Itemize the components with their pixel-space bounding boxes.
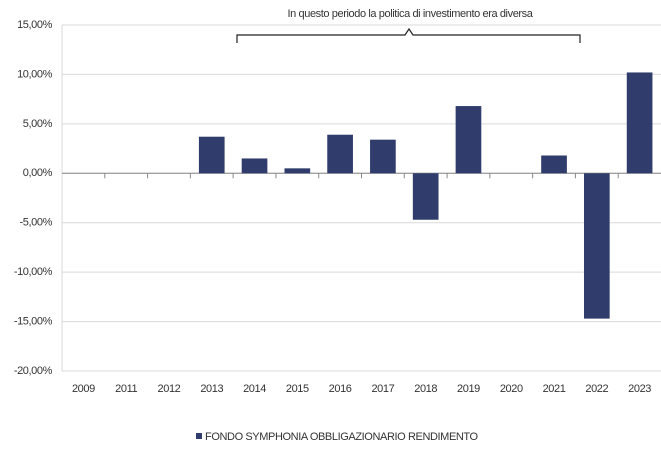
y-tick-label: -10,00% (14, 266, 53, 278)
y-tick-label: -5,00% (20, 217, 53, 229)
bar (455, 106, 482, 174)
x-tick-label: 2020 (500, 383, 523, 395)
y-tick-label: 10,00% (17, 68, 53, 80)
y-tick-label: 15,00% (17, 19, 53, 31)
legend-label: FONDO SYMPHONIA OBBLIGAZIONARIO RENDIMEN… (205, 431, 479, 443)
x-tick-label: 2015 (286, 383, 309, 395)
x-tick-label: 2017 (371, 383, 394, 395)
bar (327, 134, 353, 174)
x-tick-label: 2012 (158, 383, 181, 395)
y-tick-label: 0,00% (23, 167, 53, 179)
x-tick-label: 2014 (243, 383, 266, 395)
y-tick-label: -20,00% (14, 365, 53, 377)
bar (541, 155, 567, 174)
x-tick-label: 2022 (585, 383, 608, 395)
x-tick-label: 2023 (628, 383, 651, 395)
legend-swatch (196, 433, 202, 439)
x-tick-label: 2011 (115, 383, 137, 395)
bar (583, 173, 610, 319)
y-tick-label: 5,00% (23, 118, 53, 130)
x-tick-label: 2021 (543, 383, 566, 395)
bar (412, 173, 439, 220)
x-tick-label: 2016 (329, 383, 352, 395)
x-tick-label: 2013 (200, 383, 223, 395)
bar (241, 158, 268, 174)
bar (626, 72, 653, 174)
x-tick-label: 2009 (72, 383, 95, 395)
x-tick-label: 2018 (414, 383, 437, 395)
annotation: In questo periodo la politica di investi… (287, 8, 533, 20)
annotation-brace (236, 27, 581, 43)
y-tick-label: -15,00% (14, 315, 53, 327)
bar (198, 136, 225, 174)
x-tick-label: 2019 (457, 383, 480, 395)
bar (284, 168, 311, 174)
bar (370, 139, 396, 174)
